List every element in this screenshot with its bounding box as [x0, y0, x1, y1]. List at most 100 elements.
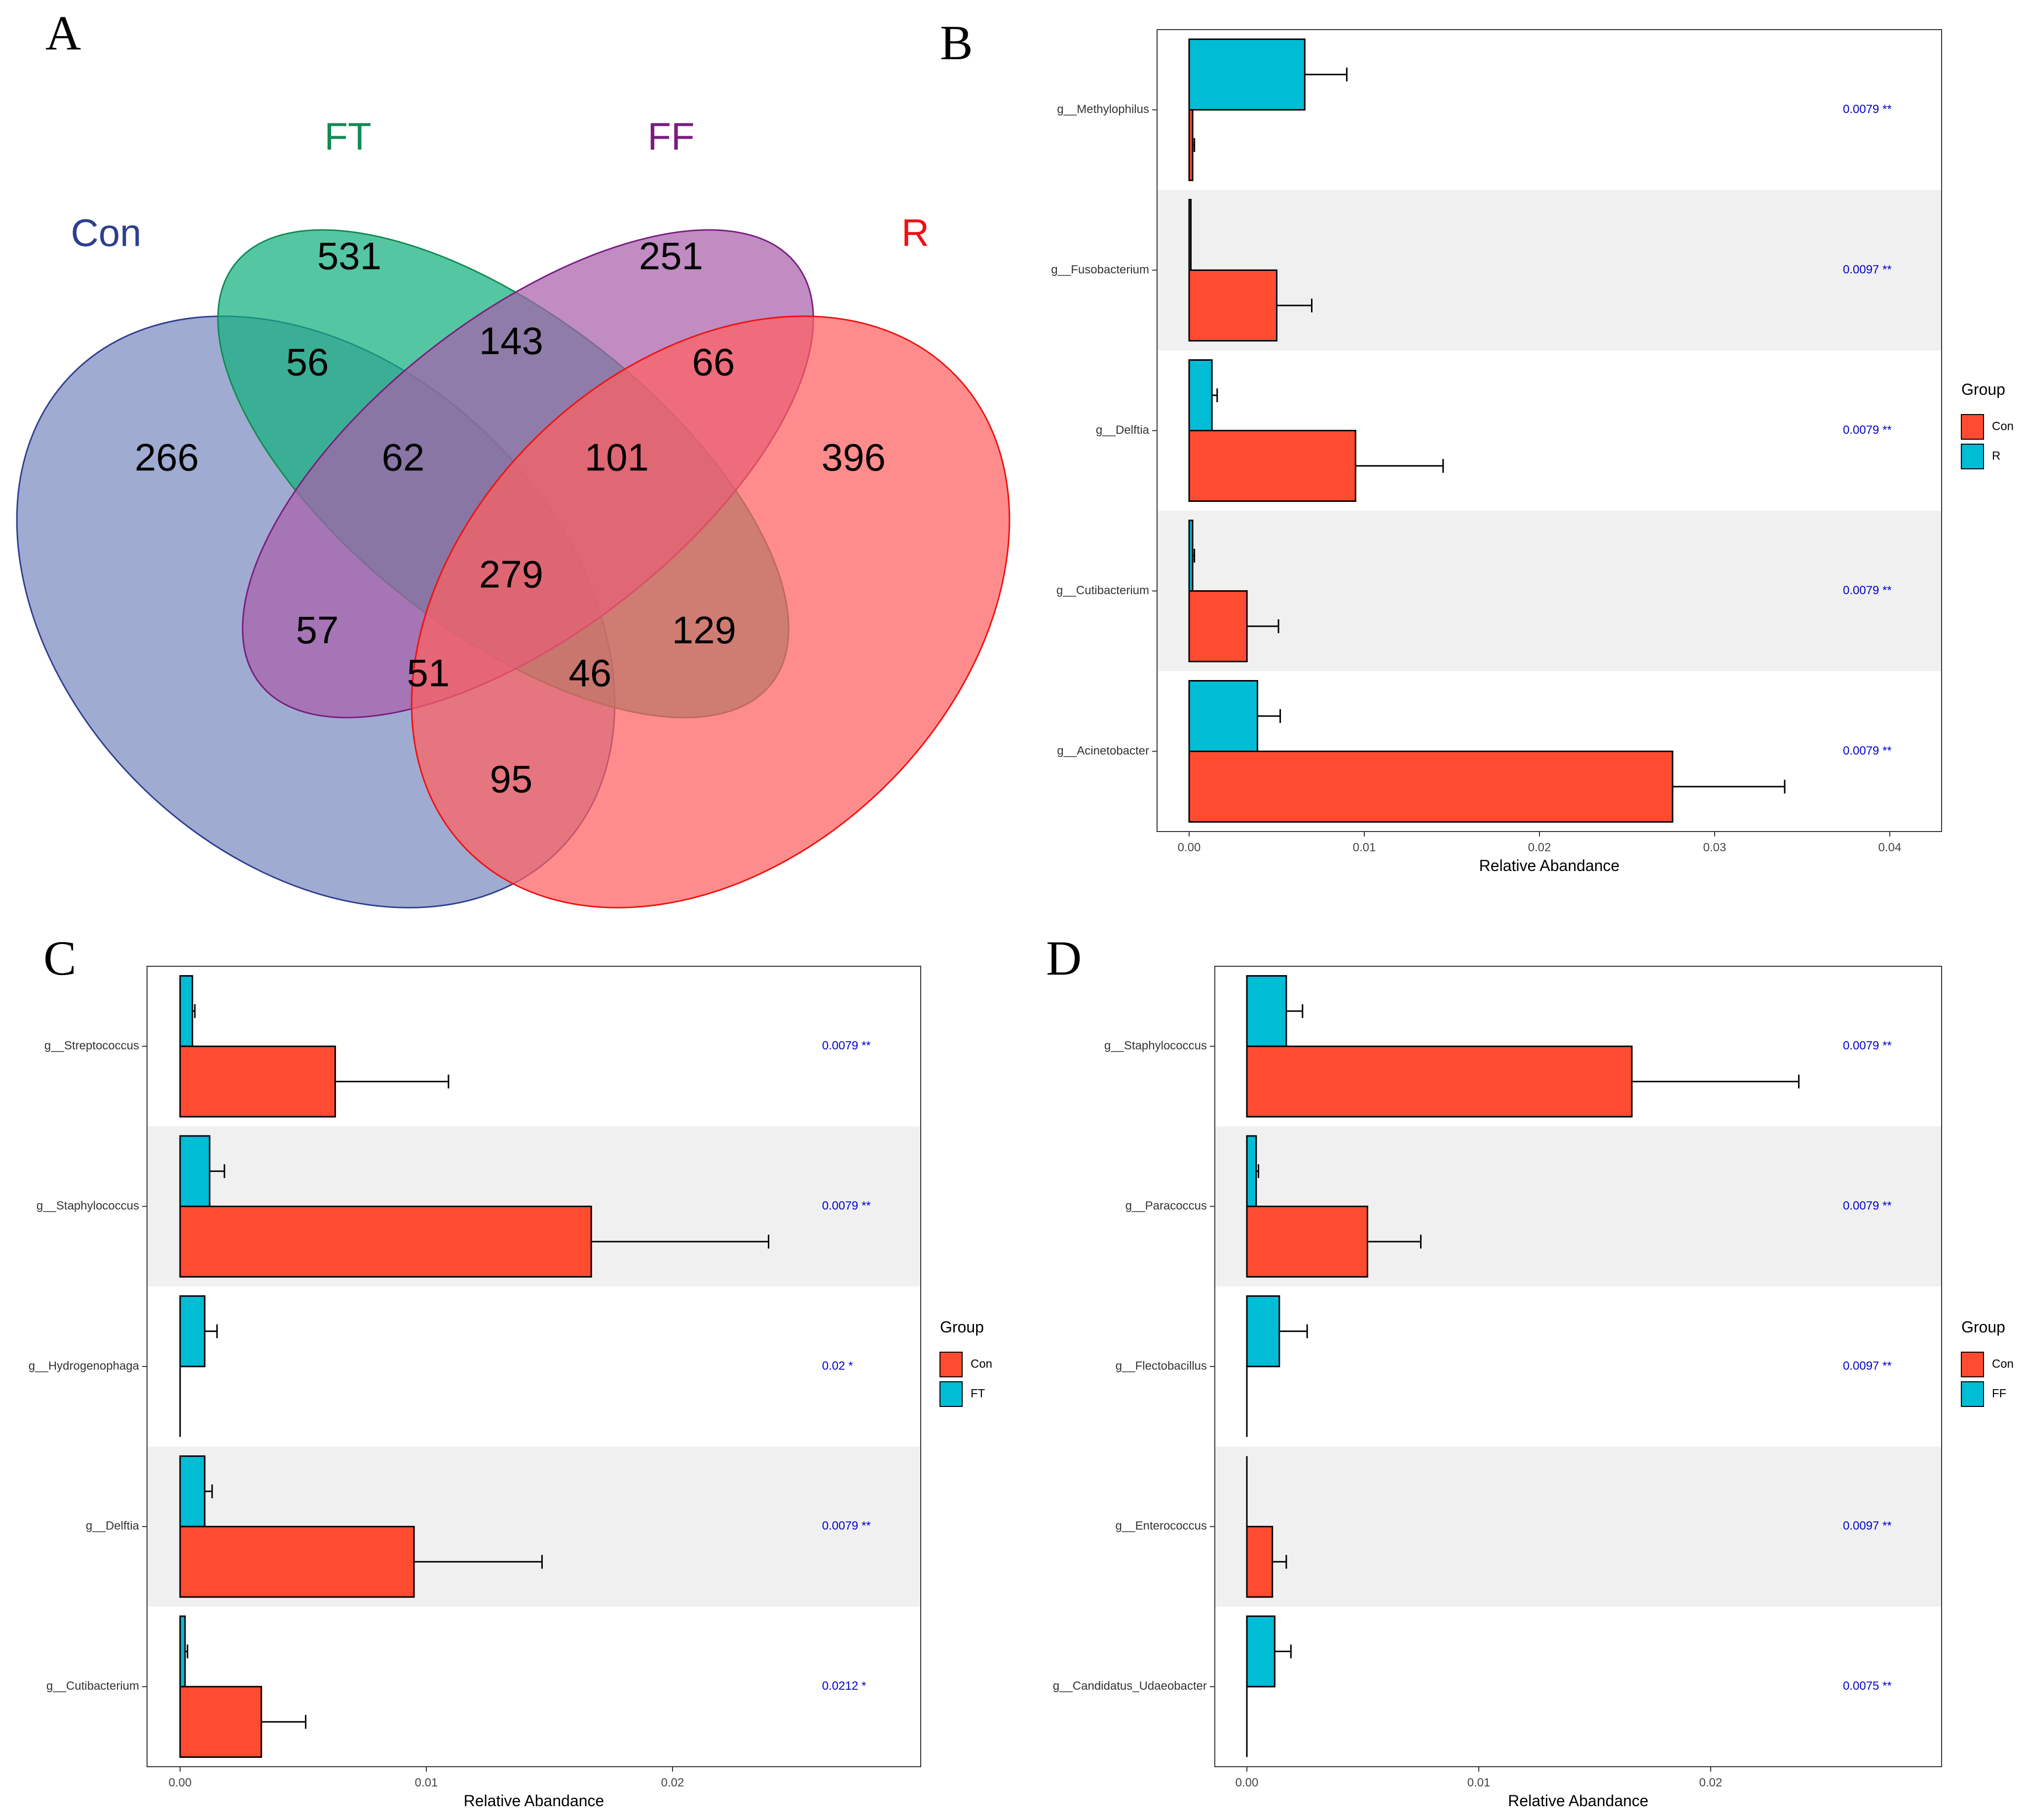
p-value-label: 0.0097 **	[1843, 263, 1892, 276]
legend-label: FF	[1992, 1387, 2006, 1400]
venn-count-con-only: 266	[135, 436, 199, 479]
panel-letter-c: C	[43, 931, 76, 986]
legend-label: Con	[1992, 1357, 2014, 1370]
plot-border	[1214, 966, 1942, 1767]
p-value-label: 0.02 *	[822, 1359, 853, 1372]
bar-chart-d: g__Staphylococcus 0.0079 ** g__Paracoccus 0…	[1053, 966, 2014, 1810]
p-value-label: 0.0097 **	[1843, 1519, 1892, 1533]
bar-con	[1188, 269, 1277, 341]
row-band	[1157, 190, 1942, 350]
bar-ff	[1246, 1135, 1257, 1208]
x-tick-label: 0.01	[1467, 1776, 1491, 1789]
category-label: g__Staphylococcus	[1104, 1039, 1207, 1053]
venn-count-con-r: 95	[490, 758, 533, 801]
p-value-label: 0.0079 **	[1843, 1199, 1892, 1213]
bar-r	[1188, 199, 1192, 271]
venn-set-r	[411, 315, 1011, 909]
legend-label: FT	[971, 1387, 985, 1400]
legend-key	[1961, 444, 1984, 469]
bar-ff	[1246, 1615, 1275, 1688]
p-value-label: 0.0079 **	[1843, 584, 1892, 597]
legend-title: Group	[1961, 1318, 2005, 1336]
venn-count-con-ft-ff: 62	[382, 436, 425, 479]
row-band	[1215, 1606, 1942, 1767]
venn-count-con-ft-r: 46	[569, 651, 612, 695]
bar-con	[179, 1045, 336, 1118]
venn-count-r-only: 396	[822, 436, 886, 479]
row-band	[1157, 511, 1942, 671]
bar-r	[1188, 359, 1213, 431]
p-value-label: 0.0079 **	[822, 1199, 871, 1213]
legend-label: Con	[1992, 419, 2014, 433]
panel-letter-d: D	[1046, 931, 1082, 986]
venn-count-ft-ff: 143	[479, 319, 543, 363]
plot-border	[147, 966, 921, 1767]
row-band	[147, 1286, 921, 1447]
legend-title: Group	[940, 1318, 984, 1336]
venn-count-all: 279	[479, 553, 543, 596]
plot-border	[1157, 29, 1942, 832]
legend-label: Con	[971, 1357, 992, 1370]
bar-chart-b: g__Methylophilus 0.0079 ** g__Fusobacteriu…	[1051, 29, 2014, 874]
category-label: g__Fusobacterium	[1051, 263, 1149, 276]
row-band	[147, 1606, 921, 1767]
bar-ft	[179, 1295, 206, 1367]
x-tick-label: 0.02	[661, 1776, 684, 1789]
bar-con	[179, 1206, 592, 1278]
legend-key	[1961, 1352, 1984, 1377]
bar-con	[1246, 1206, 1368, 1278]
x-tick-label: 0.00	[169, 1776, 192, 1789]
bar-ft	[179, 975, 193, 1047]
bar-con	[1188, 430, 1356, 502]
venn-count-con-ft: 56	[286, 341, 329, 384]
p-value-label: 0.0079 **	[1843, 103, 1892, 116]
venn-count-con-ff: 57	[296, 608, 339, 652]
bar-con	[1188, 109, 1194, 181]
legend-key	[939, 1381, 963, 1407]
category-label: g__Candidatus_Udaeobacter	[1053, 1679, 1207, 1693]
legend-title: Group	[1961, 380, 2005, 398]
category-label: g__Paracoccus	[1125, 1199, 1207, 1213]
x-axis-title: Relative Abandance	[1479, 857, 1620, 874]
bar-con	[179, 1686, 262, 1758]
venn-count-ff-r: 66	[692, 341, 735, 384]
bar-ff	[1246, 975, 1287, 1047]
venn-label-con: Con	[71, 211, 141, 255]
venn-count-ft-only: 531	[317, 234, 381, 278]
bar-con	[1188, 751, 1674, 823]
venn-label-ff: FF	[647, 115, 694, 158]
x-tick-label: 0.02	[1528, 841, 1551, 854]
venn-count-ft-r: 129	[672, 608, 736, 652]
p-value-label: 0.0079 **	[822, 1519, 871, 1533]
venn-count-con-ff-r: 51	[407, 651, 450, 695]
legend-key	[1961, 414, 1984, 440]
category-label: g__Delftia	[1096, 423, 1150, 437]
venn-label-r: R	[901, 211, 929, 255]
category-label: g__Streptococcus	[44, 1039, 139, 1053]
panel-letter-a: A	[45, 5, 81, 60]
category-label: g__Cutibacterium	[1056, 584, 1149, 597]
bar-ft	[179, 1615, 186, 1688]
x-tick-label: 0.01	[415, 1776, 438, 1789]
row-band	[1215, 1286, 1942, 1447]
bar-ft	[179, 1455, 206, 1527]
legend-label: R	[1992, 449, 2000, 462]
category-label: g__Methylophilus	[1057, 103, 1149, 116]
venn-count-ff-only: 251	[639, 234, 703, 278]
p-value-label: 0.0079 **	[1843, 423, 1892, 437]
venn-panel: A Con FT FF R 266 531 251 396 56 143 66 …	[16, 5, 1011, 909]
panel-letter-b: B	[940, 15, 973, 70]
bar-ff	[1246, 1295, 1280, 1367]
p-value-label: 0.0075 **	[1843, 1679, 1892, 1693]
bar-r	[1188, 680, 1258, 752]
category-label: g__Delftia	[86, 1519, 140, 1533]
category-label: g__Staphylococcus	[37, 1199, 139, 1213]
bar-ft	[179, 1135, 211, 1208]
bar-r	[1188, 520, 1194, 592]
p-value-label: 0.0212 *	[822, 1679, 866, 1693]
category-label: g__Flectobacillus	[1116, 1359, 1207, 1372]
row-band	[1215, 1446, 1942, 1607]
bar-r	[1188, 38, 1306, 111]
legend-key	[1961, 1381, 1984, 1407]
